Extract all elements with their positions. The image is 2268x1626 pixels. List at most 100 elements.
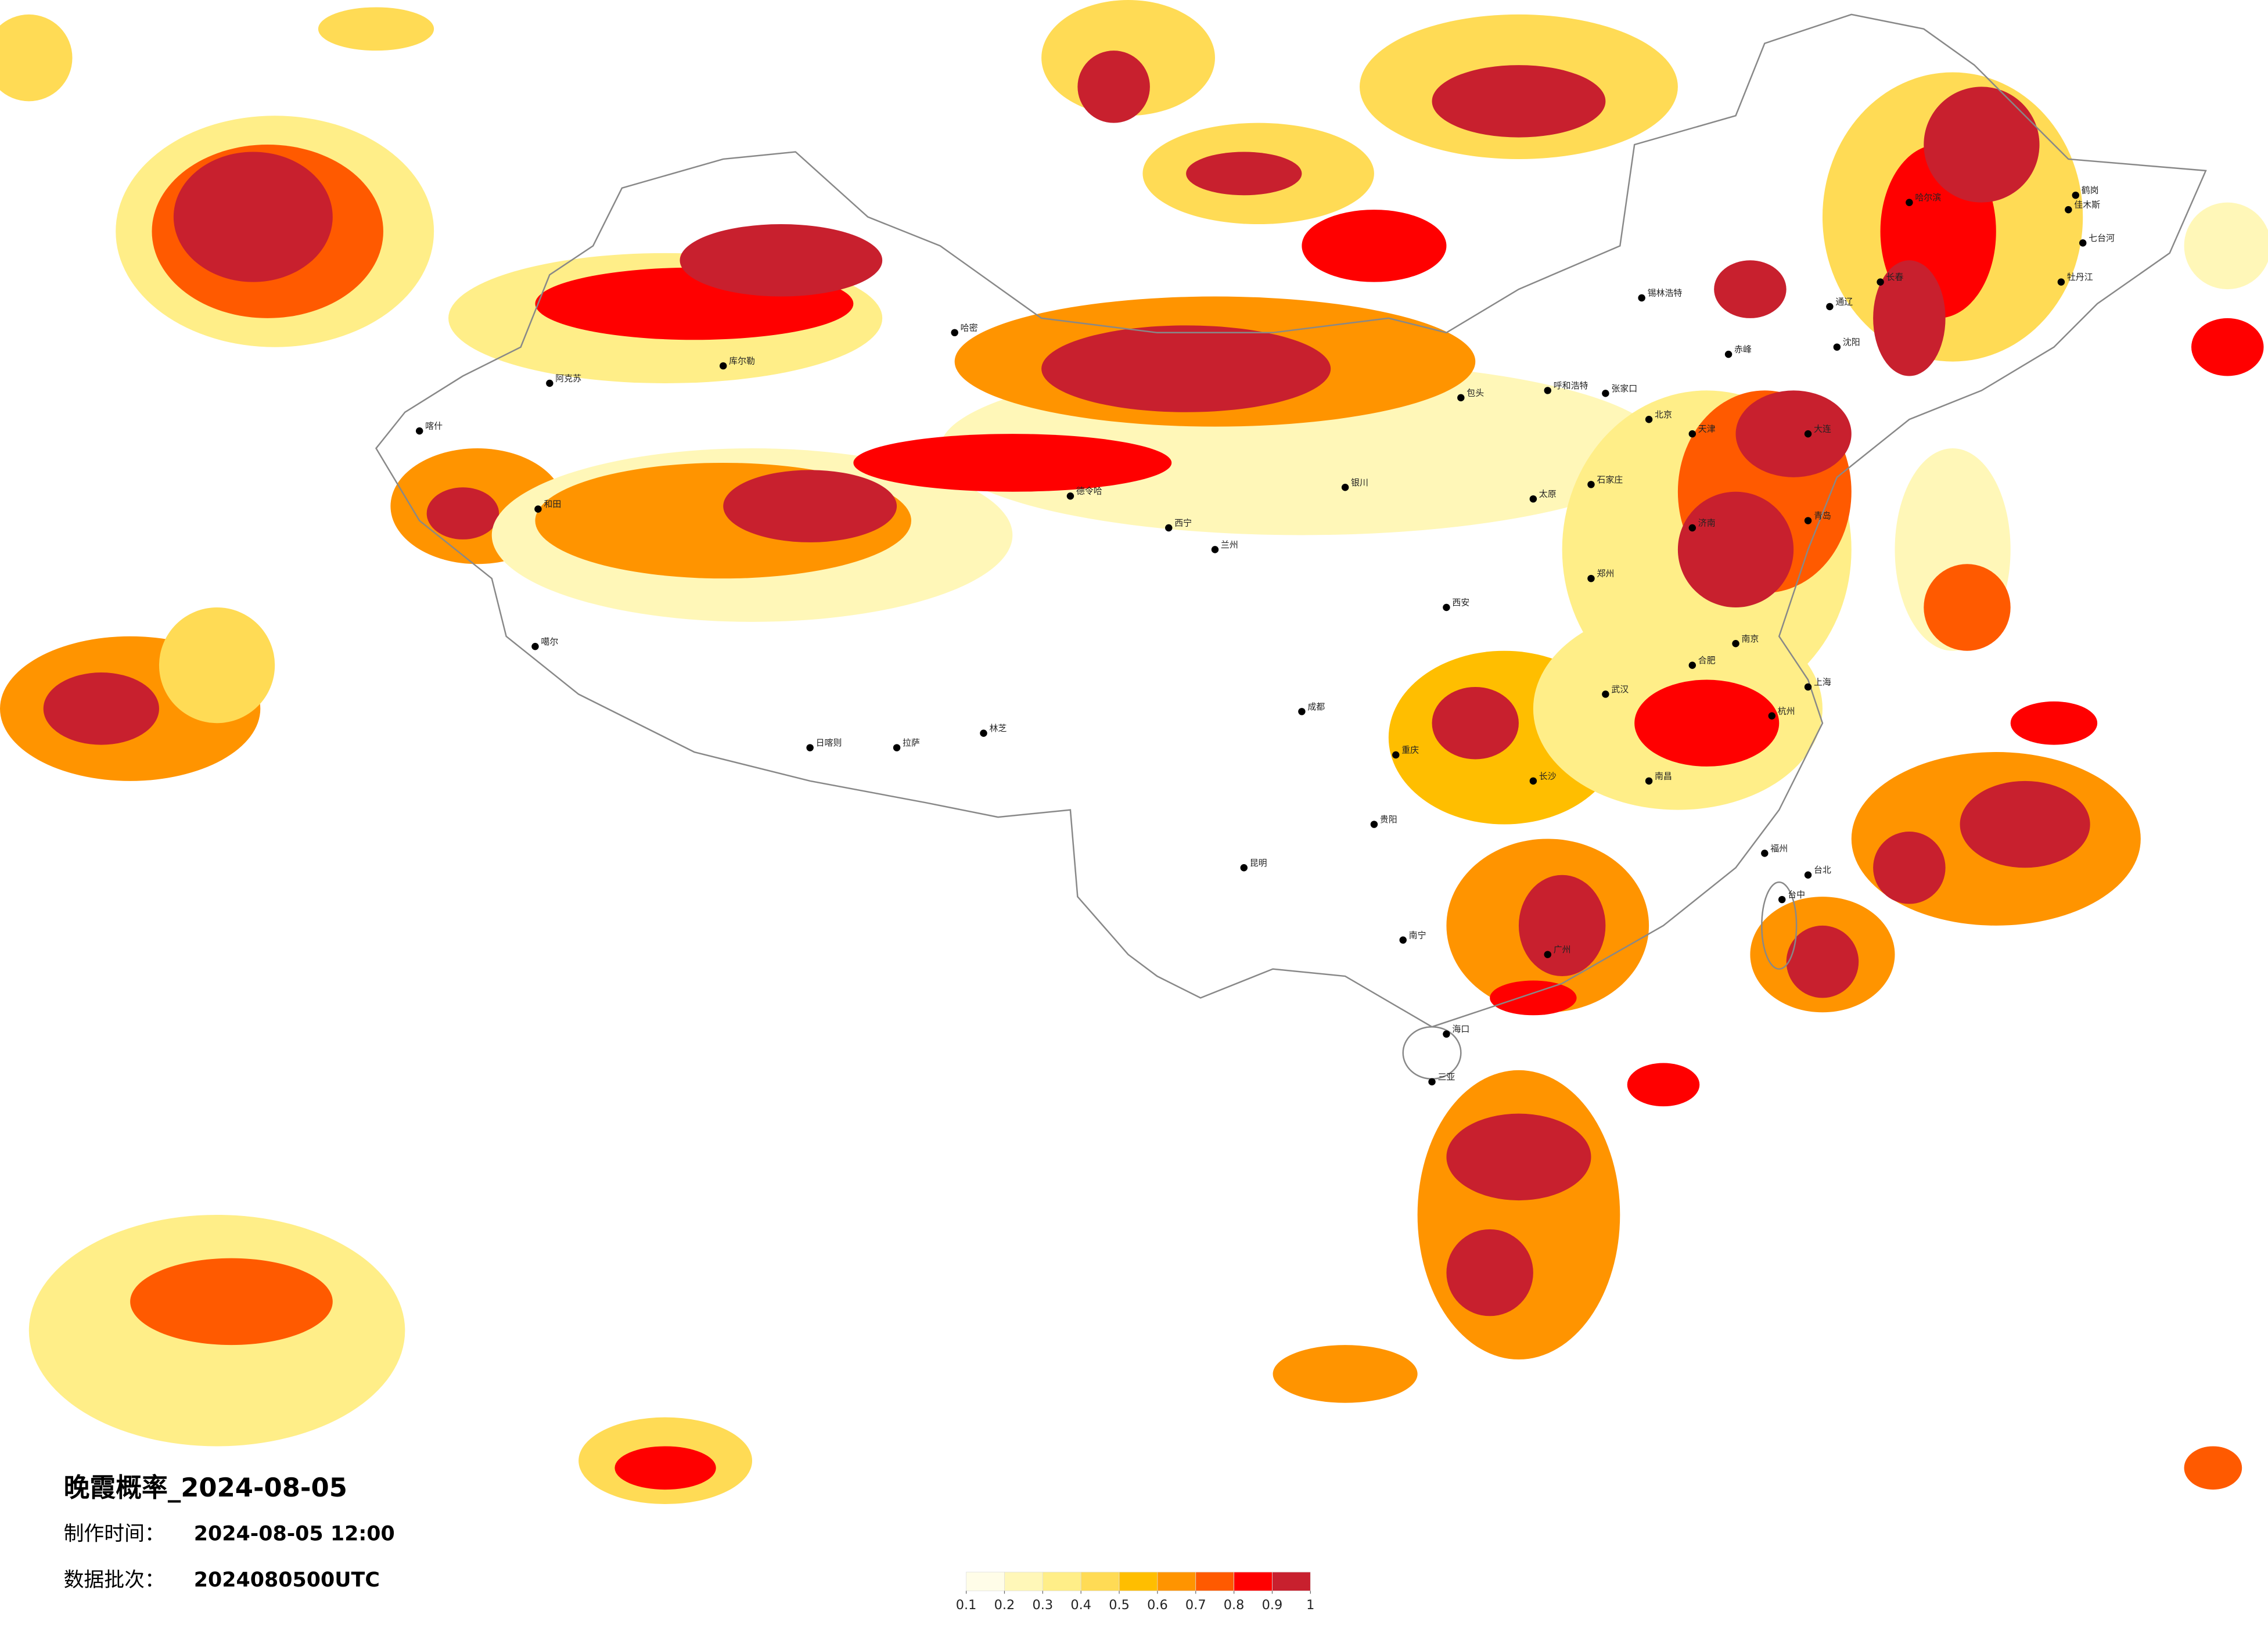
colorbar: 0.1 0.2 0.3 0.4 0.5 0.6 0.7 0.8 0.9 1 — [956, 1571, 1314, 1613]
city-label: 库尔勒 — [729, 356, 755, 366]
city-dot — [1804, 430, 1812, 438]
probability-patch — [43, 672, 159, 745]
city-label: 喀什 — [425, 421, 443, 431]
probability-patch — [1490, 980, 1577, 1016]
colorbar-tick-label: 0.4 — [1070, 1598, 1091, 1613]
colorbar-tick-label: 0.6 — [1147, 1598, 1168, 1613]
city-label: 台中 — [1788, 890, 1805, 900]
city-dot — [1602, 390, 1609, 397]
city-label: 郑州 — [1597, 569, 1614, 579]
city-label: 牡丹江 — [2067, 272, 2093, 282]
country-outline — [375, 13, 2207, 1028]
city-dot — [1732, 640, 1739, 647]
probability-patch — [130, 1258, 333, 1346]
city-label: 昆明 — [1250, 858, 1267, 868]
batch-label: 数据批次： — [64, 1569, 165, 1592]
probability-patch — [1518, 875, 1606, 977]
probability-patch — [853, 434, 1172, 492]
city-label: 佳木斯 — [2074, 200, 2100, 210]
probability-patch — [173, 152, 333, 282]
probability-patch — [614, 1446, 716, 1490]
city-dot — [1066, 492, 1074, 500]
city-dot — [2072, 191, 2079, 199]
city-label: 七台河 — [2089, 233, 2115, 243]
city-label: 合肥 — [1698, 655, 1716, 665]
probability-patch — [159, 607, 275, 724]
city-label: 兰州 — [1221, 539, 1238, 550]
city-dot — [1645, 777, 1653, 785]
city-dot — [1529, 777, 1537, 785]
city-dot — [1877, 278, 1884, 286]
city-label: 张家口 — [1611, 383, 1637, 394]
city-dot — [1638, 294, 1645, 302]
city-dot — [1428, 1078, 1436, 1086]
city-dot — [1240, 864, 1248, 872]
city-label: 南宁 — [1409, 930, 1426, 940]
city-dot — [2057, 278, 2065, 286]
city-label: 北京 — [1655, 409, 1672, 420]
city-label: 呼和浩特 — [1554, 380, 1588, 391]
probability-patch — [0, 14, 73, 102]
city-dot — [1688, 430, 1696, 438]
city-label: 哈尔滨 — [1915, 192, 1941, 203]
colorbar-tick-label: 0.7 — [1185, 1598, 1206, 1613]
city-dot — [1906, 199, 1913, 206]
city-label: 和田 — [544, 499, 561, 509]
city-dot — [1443, 1030, 1450, 1038]
colorbar-swatch — [1195, 1571, 1234, 1591]
city-label: 拉萨 — [903, 738, 920, 748]
probability-patch — [723, 470, 897, 542]
city-dot — [531, 642, 539, 650]
city-label: 日喀则 — [816, 738, 842, 748]
city-dot — [1804, 683, 1812, 691]
city-label: 天津 — [1698, 424, 1716, 434]
city-label: 重庆 — [1401, 745, 1419, 756]
city-label: 武汉 — [1611, 684, 1629, 695]
colorbar-swatch — [966, 1571, 1005, 1591]
city-label: 海口 — [1452, 1024, 1469, 1034]
city-label: 阿克苏 — [555, 373, 581, 383]
city-label: 大连 — [1814, 424, 1831, 434]
probability-patch — [2184, 202, 2268, 290]
city-dot — [1587, 481, 1595, 488]
city-label: 福州 — [1770, 843, 1788, 854]
city-dot — [415, 427, 423, 435]
city-label: 西宁 — [1174, 518, 1192, 528]
city-label: 济南 — [1698, 518, 1716, 528]
production-value: 2024-08-05 12:00 — [194, 1522, 395, 1545]
probability-patch — [2010, 701, 2098, 745]
city-dot — [806, 744, 814, 751]
city-label: 德令哈 — [1076, 486, 1102, 497]
city-dot — [1724, 350, 1733, 358]
probability-patch — [1786, 925, 1859, 998]
city-dot — [951, 329, 958, 337]
batch-value: 2024080500UTC — [194, 1569, 380, 1592]
probability-patch — [1677, 491, 1794, 607]
city-dot — [1443, 603, 1450, 611]
colorbar-tick-label: 0.5 — [1109, 1598, 1130, 1613]
probability-patch — [1446, 1113, 1591, 1201]
city-label: 杭州 — [1778, 706, 1795, 716]
colorbar-swatch — [1157, 1571, 1196, 1591]
city-dot — [1298, 708, 1306, 715]
city-dot — [546, 379, 553, 387]
city-label: 台北 — [1814, 865, 1831, 875]
city-dot — [1778, 895, 1786, 904]
probability-patch — [1273, 1345, 1418, 1403]
city-label: 成都 — [1307, 702, 1325, 712]
probability-patch — [1041, 325, 1331, 412]
city-label: 哈密 — [961, 322, 978, 333]
colorbar-swatch — [1234, 1571, 1273, 1591]
city-dot — [1544, 387, 1551, 394]
city-label: 长沙 — [1539, 771, 1557, 781]
city-dot — [1833, 343, 1841, 351]
city-dot — [1544, 951, 1551, 958]
city-label: 三亚 — [1437, 1071, 1455, 1082]
probability-patch — [1432, 686, 1519, 760]
city-dot — [719, 362, 727, 370]
city-dot — [534, 505, 542, 513]
city-dot — [1768, 712, 1776, 720]
city-dot — [1587, 574, 1595, 582]
